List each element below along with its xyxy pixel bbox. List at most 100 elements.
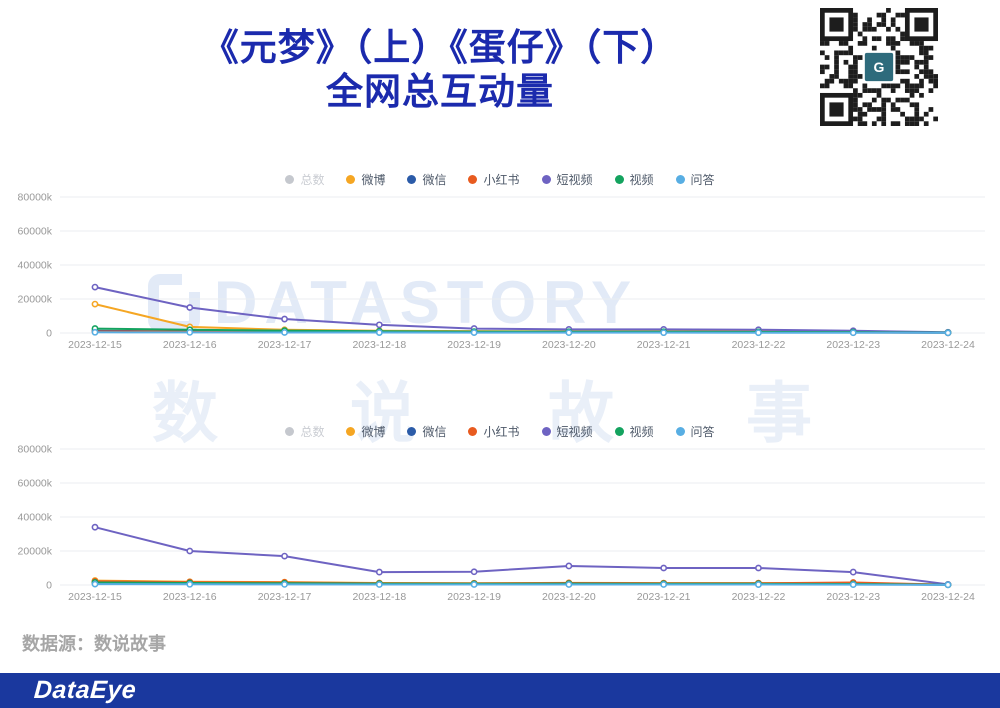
legend-dot [614, 174, 624, 184]
data-point [849, 581, 857, 589]
data-point [755, 581, 762, 588]
x-axis-tick-label: 2023-12-22 [732, 339, 786, 351]
legend-dot [541, 426, 551, 436]
legend-item-1[interactable]: 微博 [346, 171, 385, 188]
x-axis-tick-label: 2023-12-24 [921, 591, 975, 603]
y-axis-tick-label: 40000k [18, 512, 53, 524]
legend-item-2[interactable]: 微信 [407, 171, 446, 188]
legend-label: 小红书 [483, 424, 520, 439]
data-point [281, 552, 288, 560]
legend-label: 总数 [300, 172, 325, 187]
dataeye-logo: DataEye [33, 676, 138, 704]
watermark-chinese-text: 数说故事 [152, 376, 944, 450]
line-chart-danzai: 0 20000k 40000k 60000k 80000k 2023-12-15 2023-… [18, 444, 985, 603]
legend-label: 微博 [361, 172, 386, 187]
legend-dot [468, 426, 478, 436]
series-line-短视频 [94, 526, 949, 586]
legend-dot [614, 426, 624, 436]
watermark-brand-text: DATASTORY [214, 269, 639, 336]
watermark-brand: DATASTORY [148, 268, 638, 337]
data-point [755, 329, 762, 337]
data-point [91, 523, 99, 531]
data-point [470, 581, 478, 588]
x-axis-tick-label: 2023-12-22 [732, 591, 786, 603]
legend-label: 视频 [629, 424, 654, 439]
data-point [91, 580, 99, 588]
legend-item-4[interactable]: 短视频 [541, 171, 593, 188]
legend-label: 总数 [300, 424, 325, 439]
chart-legend: 总数 微博 微信 小红书 短视频 视频 问答 [0, 422, 1000, 440]
x-axis-tick-label: 2023-12-20 [542, 591, 596, 603]
legend-label: 微博 [361, 424, 386, 439]
x-axis-tick-label: 2023-12-15 [68, 339, 122, 351]
data-source-label: 数据源：数说故事 [22, 634, 166, 654]
x-axis-tick-label: 2023-12-24 [921, 339, 975, 351]
x-axis-tick-label: 2023-12-23 [826, 591, 880, 603]
datastory-logo-icon [148, 273, 200, 332]
data-point [660, 581, 668, 588]
data-point [660, 564, 668, 572]
chart-legend: 总数 微博 微信 小红书 短视频 视频 问答 [0, 170, 1000, 188]
x-axis-tick-label: 2023-12-19 [447, 339, 501, 351]
legend-dot [675, 426, 685, 436]
legend-item-0[interactable]: 总数 [285, 423, 324, 440]
data-point [375, 329, 383, 336]
y-axis-tick-label: 60000k [18, 226, 53, 238]
y-axis-tick-label: 0 [46, 580, 52, 592]
x-axis-tick-label: 2023-12-16 [163, 591, 217, 603]
y-axis-tick-label: 80000k [18, 192, 53, 204]
legend-dot [407, 426, 417, 436]
page-title-line2: 全网总互动量 [326, 70, 554, 112]
legend-item-6[interactable]: 问答 [675, 423, 715, 440]
data-point [186, 304, 194, 311]
data-point [375, 581, 383, 588]
legend-dot [285, 174, 295, 184]
data-point [470, 568, 478, 576]
legend-item-3[interactable]: 小红书 [468, 423, 520, 440]
footer-bar: DataEye [0, 673, 1000, 708]
data-point [281, 329, 288, 336]
legend-dot [468, 174, 478, 184]
legend-label: 问答 [690, 172, 715, 187]
series-line-问答 [94, 583, 949, 586]
legend-item-5[interactable]: 视频 [614, 171, 654, 188]
data-point [91, 328, 99, 336]
qr-center-logo: G [874, 59, 885, 75]
data-point [186, 580, 194, 588]
legend-item-1[interactable]: 微博 [346, 423, 385, 440]
page-title-line1: 《元梦》（上）《蛋仔》（下） [201, 27, 679, 68]
data-point [755, 564, 762, 572]
legend-item-0[interactable]: 总数 [285, 171, 324, 188]
data-point [186, 328, 194, 336]
data-point [470, 329, 478, 336]
legend-label: 短视频 [556, 424, 593, 439]
legend-dot [285, 426, 295, 436]
x-axis-tick-label: 2023-12-23 [826, 339, 880, 351]
data-point [281, 315, 288, 323]
data-point [849, 329, 857, 337]
legend-label: 短视频 [556, 172, 593, 187]
y-axis-tick-label: 60000k [18, 478, 53, 490]
legend-dot [346, 426, 356, 436]
y-axis-tick-label: 20000k [18, 546, 53, 558]
data-point [281, 580, 288, 588]
legend-item-5[interactable]: 视频 [614, 423, 654, 440]
x-axis-tick-label: 2023-12-20 [542, 339, 596, 351]
legend-item-2[interactable]: 微信 [407, 423, 446, 440]
x-axis-tick-label: 2023-12-18 [352, 339, 406, 351]
legend-label: 微信 [422, 172, 447, 187]
legend-item-3[interactable]: 小红书 [468, 171, 520, 188]
legend-label: 问答 [690, 424, 715, 439]
x-axis-tick-label: 2023-12-18 [352, 591, 406, 603]
legend-dot [541, 174, 551, 184]
legend-dot [675, 174, 685, 184]
legend-item-6[interactable]: 问答 [675, 171, 715, 188]
qr-code: G [820, 8, 938, 126]
data-point [186, 547, 194, 555]
legend-item-4[interactable]: 短视频 [541, 423, 593, 440]
y-axis-tick-label: 40000k [18, 260, 53, 272]
x-axis-tick-label: 2023-12-21 [637, 339, 691, 351]
series-line-问答 [94, 331, 949, 334]
y-axis-tick-label: 20000k [18, 294, 53, 306]
